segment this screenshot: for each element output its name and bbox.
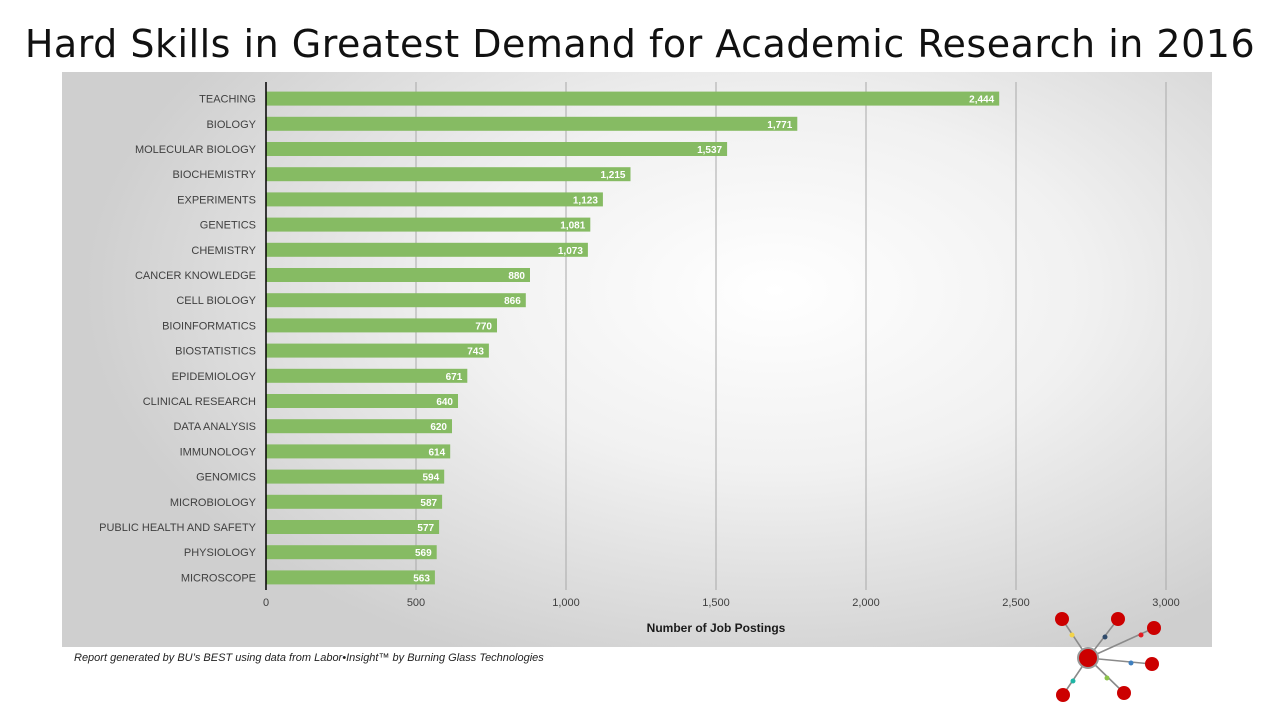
bar [266,469,445,484]
data-label: 1,081 [560,221,585,232]
x-tick-label: 1,500 [702,597,730,609]
bar [266,167,631,182]
category-label: BIOINFORMATICS [162,320,256,332]
data-label: 1,537 [697,145,722,156]
category-label: CLINICAL RESEARCH [143,396,256,408]
x-tick-label: 0 [263,597,269,609]
x-axis-title: Number of Job Postings [647,621,786,635]
data-label: 880 [508,271,525,282]
category-label: GENOMICS [196,472,256,484]
category-label: TEACHING [199,94,256,106]
data-label: 569 [415,548,432,559]
category-label: EXPERIMENTS [177,194,256,206]
x-tick-label: 3,000 [1152,597,1180,609]
category-label: GENETICS [200,220,256,232]
bar-chart: 0 500 1,000 1,500 2,000 2,500 3,000 TEACHING 2,4… [99,82,1180,635]
data-label: 640 [436,397,453,408]
data-label: 1,123 [573,195,598,206]
slide-title: Hard Skills in Greatest Demand for Acade… [24,22,1256,66]
category-label: DATA ANALYSIS [173,421,256,433]
bar [266,192,603,207]
bar [266,520,440,534]
data-label: 587 [420,498,437,509]
data-label: 1,073 [558,246,583,257]
category-label: PUBLIC HEALTH AND SAFETY [99,522,257,534]
bar [266,419,452,434]
category-label: MICROBIOLOGY [170,497,257,509]
data-label: 770 [475,321,492,332]
category-label: MICROSCOPE [181,572,256,584]
bar [266,318,497,333]
category-label: EPIDEMIOLOGY [172,371,257,383]
bar [266,91,1000,106]
category-label: BIOLOGY [206,119,256,131]
bar [266,494,443,509]
bar [266,444,451,459]
x-tick-label: 2,000 [852,597,880,609]
bar [266,368,468,383]
category-label: CHEMISTRY [191,245,256,257]
footnote: Report generated by BU’s BEST using data… [74,652,544,664]
bar [266,570,435,585]
x-tick-label: 1,000 [552,597,580,609]
category-label: PHYSIOLOGY [184,547,257,559]
data-label: 594 [423,473,440,484]
category-label: IMMUNOLOGY [180,446,257,458]
bar [266,217,591,232]
x-tick-label: 500 [407,597,425,609]
bar [266,394,458,408]
category-label: BIOCHEMISTRY [172,169,256,181]
data-label: 577 [417,523,434,534]
bar [266,242,588,257]
data-label: 866 [504,296,521,307]
data-label: 1,215 [600,170,625,181]
category-label: BIOSTATISTICS [175,346,256,358]
data-label: 614 [429,447,446,458]
bar [266,142,728,156]
bar [266,343,489,358]
data-label: 743 [467,347,484,358]
category-label: MOLECULAR BIOLOGY [135,144,257,156]
bar [266,545,437,560]
x-tick-label: 2,500 [1002,597,1030,609]
bar [266,116,798,131]
data-label: 2,444 [969,95,994,106]
bar [266,293,526,308]
data-label: 1,771 [767,120,792,131]
data-label: 563 [413,573,430,584]
category-label: CANCER KNOWLEDGE [135,270,256,282]
data-label: 671 [446,372,463,383]
category-label: CELL BIOLOGY [176,295,256,307]
data-label: 620 [430,422,447,433]
bar [266,268,530,282]
chart-area: 0 500 1,000 1,500 2,000 2,500 3,000 TEACHING 2,4… [62,72,1212,647]
molecule-network-icon [1055,612,1161,702]
